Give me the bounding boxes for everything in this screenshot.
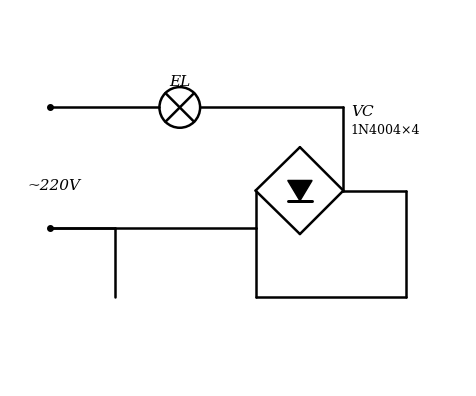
- Text: EL: EL: [169, 74, 190, 89]
- Text: ~220V: ~220V: [27, 179, 80, 193]
- Text: VC: VC: [351, 105, 373, 119]
- Text: 1N4004×4: 1N4004×4: [351, 124, 420, 137]
- Polygon shape: [288, 181, 312, 201]
